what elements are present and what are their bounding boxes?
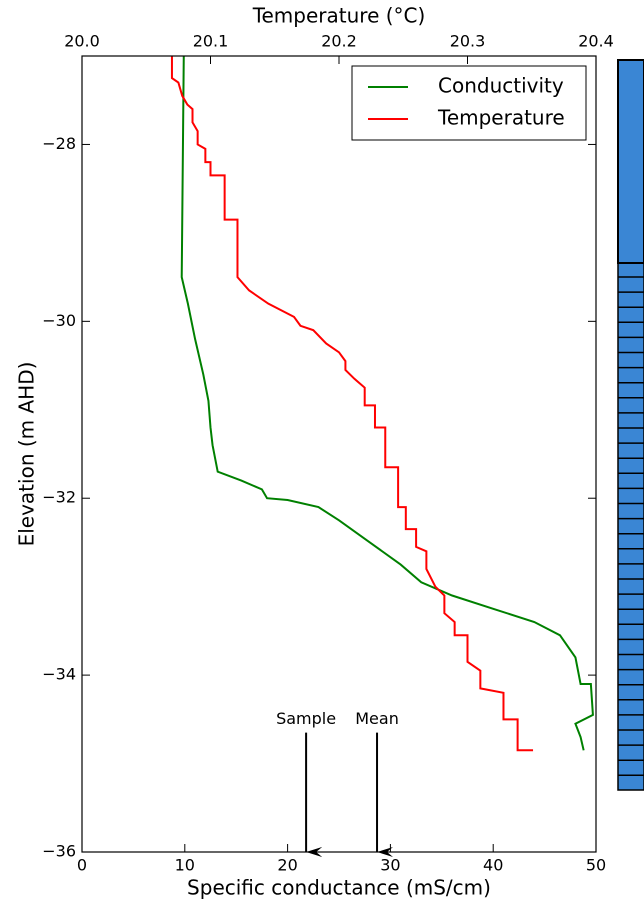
legend-box — [351, 65, 587, 141]
y-tick-label: −30 — [42, 311, 76, 330]
annotation-text: Sample — [276, 709, 336, 728]
x-axis-label: Specific conductance (mS/cm) — [187, 876, 491, 900]
x2-tick-label: 20.4 — [578, 32, 614, 51]
data-line — [170, 56, 534, 752]
x-tick-label: 40 — [483, 856, 503, 875]
y-tick-label: −36 — [42, 842, 76, 861]
y-tick-label: −32 — [42, 488, 76, 507]
x-tick-label: 30 — [380, 856, 400, 875]
plot-frame — [81, 55, 597, 853]
x2-tick-label: 20.0 — [64, 32, 100, 51]
x-tick-label: 50 — [586, 856, 606, 875]
x2-tick-label: 20.1 — [193, 32, 229, 51]
well-blank — [617, 59, 644, 264]
x2-tick-label: 20.2 — [321, 32, 357, 51]
annotation-text: Mean — [355, 709, 399, 728]
y-axis-label: Elevation (m AHD) — [15, 362, 39, 547]
legend-label: Temperature — [437, 106, 565, 130]
legend-label: Conductivity — [438, 74, 564, 98]
y-tick-label: −28 — [42, 134, 76, 153]
x2-tick-label: 20.3 — [450, 32, 486, 51]
x-tick-label: 20 — [277, 856, 297, 875]
data-line — [180, 55, 594, 751]
x2-axis-label: Temperature (°C) — [252, 4, 426, 28]
well-diagram — [617, 59, 644, 791]
x-tick-label: 0 — [77, 856, 87, 875]
y-tick-label: −34 — [42, 665, 76, 684]
x-tick-label: 10 — [175, 856, 195, 875]
